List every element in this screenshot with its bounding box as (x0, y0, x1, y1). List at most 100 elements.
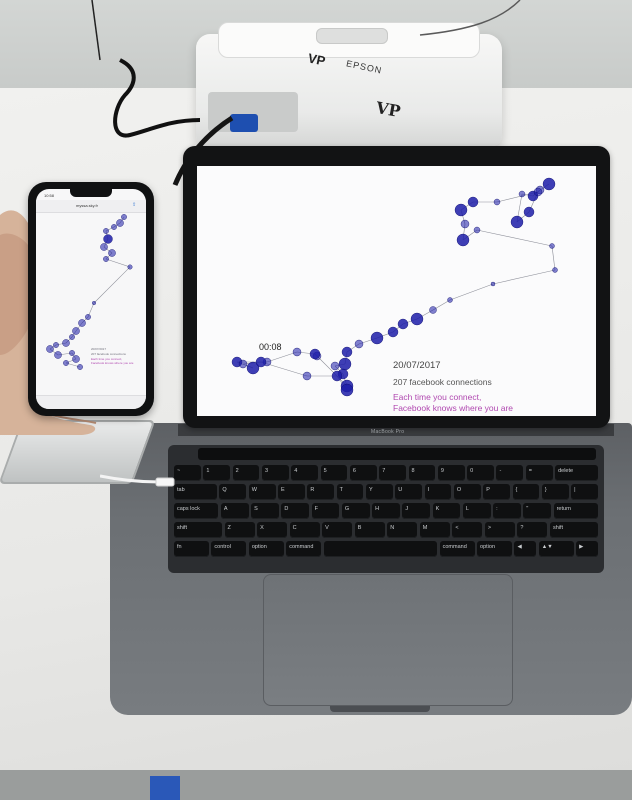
key--[interactable]: : (493, 503, 521, 519)
key-m[interactable]: M (419, 522, 450, 538)
key-5[interactable]: 5 (320, 465, 348, 481)
key--[interactable]: } (541, 484, 569, 500)
key-o[interactable]: O (453, 484, 481, 500)
trackpad[interactable] (263, 574, 513, 706)
key-command[interactable]: command (439, 541, 475, 557)
key-label: ▲▼ (541, 544, 553, 550)
key-label: < (455, 525, 459, 531)
key-control[interactable]: control (211, 541, 247, 557)
key-r[interactable]: R (307, 484, 335, 500)
key-2[interactable]: 2 (232, 465, 260, 481)
location-point (255, 356, 267, 368)
key-j[interactable]: J (402, 503, 431, 519)
key--[interactable]: | (571, 484, 598, 500)
key-q[interactable]: Q (219, 484, 247, 500)
key-shift[interactable]: shift (174, 522, 223, 538)
location-point (330, 361, 340, 371)
power-cable (113, 58, 201, 138)
key-h[interactable]: H (372, 503, 400, 519)
key--[interactable]: ◀ (514, 541, 537, 557)
phone-url[interactable]: myssa.sky.fr (76, 203, 98, 208)
key-b[interactable]: B (354, 522, 385, 538)
phone-address-bar[interactable] (36, 200, 146, 213)
key-label: O (456, 487, 462, 493)
key-p[interactable]: P (483, 484, 511, 500)
key--[interactable]: { (512, 484, 540, 500)
key-1[interactable]: 1 (203, 465, 231, 481)
location-point (72, 355, 80, 363)
key-return[interactable]: return (553, 503, 598, 519)
key-command[interactable]: command (286, 541, 322, 557)
key-a[interactable]: A (220, 503, 249, 519)
key-y[interactable]: Y (365, 484, 393, 500)
key-i[interactable]: I (424, 484, 452, 500)
key-label: V (325, 525, 329, 531)
key-3[interactable]: 3 (261, 465, 289, 481)
location-point (54, 351, 62, 359)
key-f[interactable]: F (311, 503, 340, 519)
key-c[interactable]: C (289, 522, 320, 538)
key-8[interactable]: 8 (408, 465, 436, 481)
key-label: M (422, 525, 428, 531)
location-point (552, 267, 558, 273)
key-space[interactable] (323, 541, 438, 557)
key-6[interactable]: 6 (349, 465, 377, 481)
key-label: J (405, 506, 409, 512)
key--[interactable]: > (484, 522, 515, 538)
key-label: shift (177, 525, 188, 531)
key-caps-lock[interactable]: caps lock (174, 503, 219, 519)
location-point (63, 360, 69, 366)
key-w[interactable]: W (248, 484, 276, 500)
location-trace-plot (231, 177, 558, 397)
key-e[interactable]: E (278, 484, 305, 500)
key-label: X (260, 525, 264, 531)
key--[interactable]: ▶ (576, 541, 598, 557)
screen-connections: 207 facebook connections (393, 377, 492, 387)
key-label: G (344, 506, 350, 512)
key--[interactable]: - (496, 465, 524, 481)
key-label: Q (222, 487, 227, 493)
key-7[interactable]: 7 (379, 465, 407, 481)
key-k[interactable]: K (432, 503, 461, 519)
key-option[interactable]: option (477, 541, 512, 557)
key--[interactable]: < (452, 522, 483, 538)
key-v[interactable]: V (322, 522, 353, 538)
key-label: fn (177, 544, 182, 550)
screen-timer: 00:08 (259, 342, 282, 352)
table-leg (150, 776, 180, 800)
key-option[interactable]: option (248, 541, 284, 557)
key--[interactable]: = (525, 465, 553, 481)
key-x[interactable]: X (257, 522, 288, 538)
key-g[interactable]: G (341, 503, 370, 519)
key-d[interactable]: D (281, 503, 310, 519)
key-s[interactable]: S (251, 503, 279, 519)
key-z[interactable]: Z (224, 522, 255, 538)
key-tab[interactable]: tab (174, 484, 217, 500)
key-label: H (375, 506, 380, 512)
key-label: - (499, 468, 502, 474)
key-9[interactable]: 9 (437, 465, 465, 481)
key-n[interactable]: N (387, 522, 418, 538)
key-0[interactable]: 0 (467, 465, 494, 481)
location-point (111, 224, 117, 230)
key--[interactable]: ? (517, 522, 548, 538)
phone-message-line2: Facebook knows where you are (91, 361, 134, 365)
key-l[interactable]: L (462, 503, 491, 519)
location-point (533, 187, 543, 197)
key-shift[interactable]: shift (549, 522, 598, 538)
phone-toolbar[interactable] (36, 395, 146, 409)
key--[interactable]: ▲▼ (538, 541, 574, 557)
key-delete[interactable]: delete (555, 465, 598, 481)
touch-bar[interactable] (198, 448, 596, 460)
trace-segment (476, 229, 553, 247)
key-label: E (281, 487, 285, 493)
share-icon[interactable]: ⇪ (132, 202, 137, 208)
key-u[interactable]: U (395, 484, 423, 500)
trace-segment (449, 283, 494, 301)
key--[interactable]: " (523, 503, 552, 519)
key-fn[interactable]: fn (174, 541, 209, 557)
key-4[interactable]: 4 (291, 465, 319, 481)
key-t[interactable]: T (336, 484, 364, 500)
location-point (460, 219, 470, 229)
key--[interactable]: ~ (174, 465, 201, 481)
